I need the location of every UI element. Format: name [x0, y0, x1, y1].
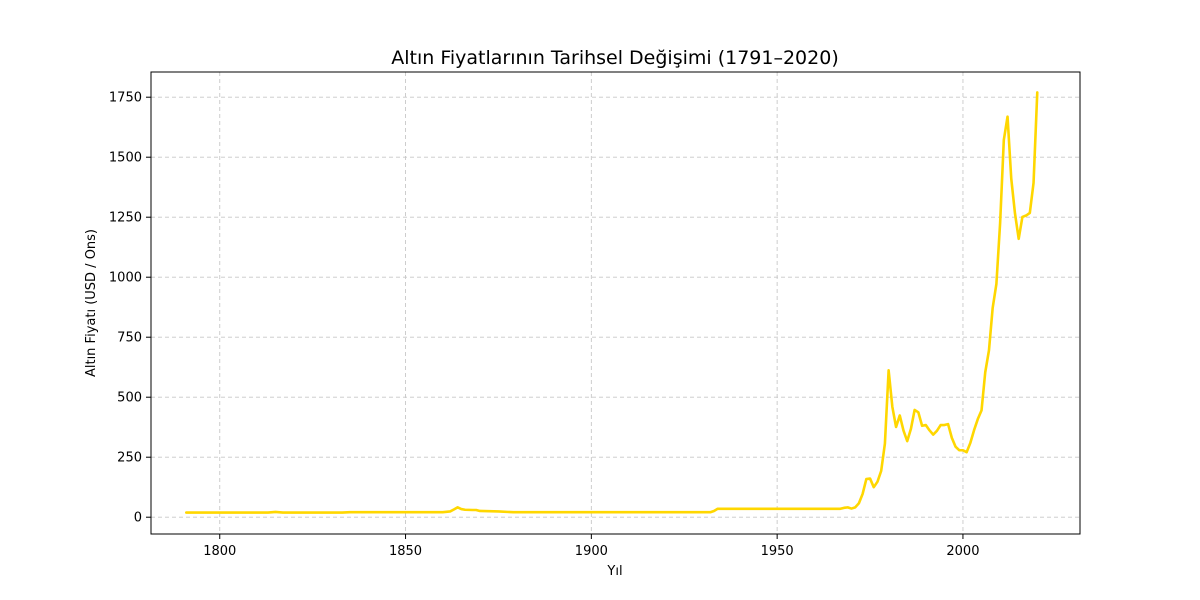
series-layer [185, 91, 1039, 514]
x-tick-label: 1800 [203, 544, 236, 559]
x-tick-label: 1900 [575, 544, 608, 559]
y-axis-label: Altın Fiyatı (USD / Ons) [84, 229, 99, 377]
x-axis-label: Yıl [606, 564, 622, 579]
y-tick-label: 1500 [109, 151, 142, 166]
x-tick-label: 1950 [761, 544, 794, 559]
x-tick-label: 1850 [389, 544, 422, 559]
plot-frame [150, 71, 1081, 535]
y-tick-label: 750 [117, 331, 142, 346]
y-tick-label: 1000 [109, 271, 142, 286]
y-tick-label: 1250 [109, 211, 142, 226]
chart-title: Altın Fiyatlarının Tarihsel Değişimi (17… [391, 47, 839, 69]
grid-lines [151, 72, 1080, 534]
y-tick-label: 250 [117, 451, 142, 466]
gold-price-series-line [185, 91, 1039, 514]
x-axis-ticks: 1800 1850 1900 1950 2000 [203, 534, 979, 559]
y-axis-ticks: 0 250 500 750 1000 1250 1500 1750 [109, 91, 151, 526]
y-tick-label: 500 [117, 391, 142, 406]
y-tick-label: 0 [134, 511, 142, 526]
x-tick-label: 2000 [946, 544, 979, 559]
y-tick-label: 1750 [109, 91, 142, 106]
